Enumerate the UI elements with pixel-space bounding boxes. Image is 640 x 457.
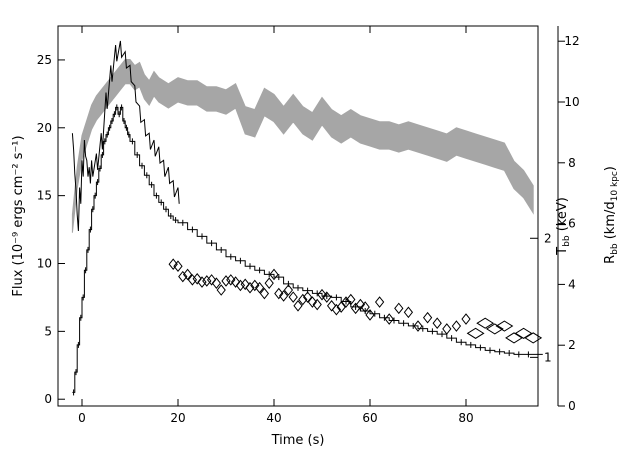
temperature-diamond <box>524 332 543 344</box>
temperature-diamond <box>245 281 255 294</box>
temperature-diamond <box>274 287 284 300</box>
temperature-axis: 12 <box>530 231 552 364</box>
radius-series <box>71 58 534 233</box>
radius-label-mid: (km/d <box>603 201 618 243</box>
temperature-diamond <box>451 320 462 332</box>
temperature-diamond <box>221 275 231 287</box>
temperature-diamond <box>317 288 327 301</box>
time-tick-label: 40 <box>266 411 281 425</box>
temperature-diamond <box>336 301 346 313</box>
temperature-diamond <box>307 296 318 308</box>
temperature-label-tail: (keV) <box>555 197 570 235</box>
temperature-diamond <box>254 281 265 294</box>
temperature-diamond <box>442 323 452 335</box>
temperature-diamond <box>341 296 351 308</box>
temperature-diamond <box>259 287 270 300</box>
temperature-label-main: T <box>555 247 570 256</box>
temperature-diamond <box>476 317 495 329</box>
temperature-diamond <box>331 303 342 316</box>
temperature-diamond <box>485 323 504 335</box>
temperature-diamond <box>173 260 183 272</box>
temperature-diamond <box>355 298 366 311</box>
flux-histogram-line <box>72 106 543 393</box>
temperature-diamond <box>226 274 236 286</box>
radius-label-tail: ) <box>603 166 618 171</box>
temperature-diamond <box>394 302 404 315</box>
temperature-diamond <box>278 290 289 302</box>
temperature-diamond <box>269 268 279 281</box>
radius-tick-label: 0 <box>568 399 576 413</box>
flux-tick-label: 0 <box>44 392 52 406</box>
temperature-diamond <box>346 293 356 306</box>
temperature-diamond <box>360 301 370 313</box>
radius-label-sub2: 10 kpc <box>610 171 620 201</box>
temperature-series <box>168 258 543 344</box>
temperature-diamond <box>312 298 322 311</box>
radius-tick-label: 2 <box>568 338 576 352</box>
y-axis-label-temperature: Tbb (keV) <box>555 197 572 256</box>
plot-frame <box>57 25 539 407</box>
time-tick-label: 20 <box>170 411 185 425</box>
temperature-diamond <box>365 309 375 321</box>
temperature-label-sub: bb <box>562 235 572 247</box>
temperature-diamond <box>187 274 198 286</box>
radius-label-sub: bb <box>610 243 620 255</box>
temperature-diamond <box>374 296 385 308</box>
radius-axis: 0 2 4 6 8 10 12 <box>558 34 580 413</box>
temperature-diamond <box>514 327 533 339</box>
temperature-diamond <box>264 277 274 289</box>
temperature-tick-label: 2 <box>544 231 552 245</box>
temperature-diamond <box>413 320 423 332</box>
temperature-diamond <box>322 291 332 303</box>
temperature-diamond <box>293 300 303 312</box>
temperature-diamond <box>432 317 442 329</box>
temperature-diamond <box>495 320 514 332</box>
flux-noisy-series <box>71 40 180 231</box>
radius-label-main: R <box>603 255 618 264</box>
temperature-diamond <box>168 258 178 270</box>
time-tick-label: 80 <box>458 411 473 425</box>
flux-axis: 0 5 10 15 20 25 <box>37 53 65 406</box>
temperature-diamond <box>466 327 485 339</box>
temperature-diamond <box>505 332 523 344</box>
temperature-diamond <box>288 291 298 303</box>
x-axis-label: Time (s) <box>271 433 325 448</box>
y-axis-label-flux: Flux (10⁻⁹ ergs cm⁻² s⁻¹) <box>11 135 26 296</box>
temperature-diamond <box>326 300 337 312</box>
radius-band <box>71 58 534 233</box>
flux-tick-label: 15 <box>37 189 52 203</box>
temperature-diamond <box>216 284 226 296</box>
temperature-diamond <box>461 313 471 325</box>
temperature-diamond <box>178 270 188 283</box>
temperature-diamond <box>298 293 308 306</box>
temperature-diamond <box>302 291 313 303</box>
temperature-tick-label: 1 <box>544 350 552 364</box>
temperature-diamond <box>211 277 222 289</box>
flux-tick-label: 20 <box>37 121 52 135</box>
flux-tick-label: 10 <box>37 257 52 271</box>
temperature-diamond <box>182 268 193 281</box>
temperature-diamond <box>250 279 260 292</box>
temperature-diamond <box>235 279 246 292</box>
radius-tick-label: 8 <box>568 156 576 170</box>
time-tick-label: 60 <box>362 411 377 425</box>
radius-tick-label: 12 <box>564 34 579 48</box>
temperature-diamond <box>422 311 433 324</box>
temperature-diamond <box>403 306 414 319</box>
radius-tick-label: 10 <box>564 95 579 109</box>
radius-tick-label: 6 <box>568 217 576 231</box>
temperature-diamond <box>283 284 294 296</box>
flux-histogram-series <box>72 104 543 396</box>
y-axis-label-radius: Rbb (km/d10 kpc) <box>603 166 620 264</box>
flux-tick-label: 25 <box>37 53 52 67</box>
flux-tick-label: 5 <box>44 324 52 338</box>
time-axis: 0 20 40 60 80 <box>78 26 474 425</box>
radius-tick-label: 4 <box>568 277 576 291</box>
temperature-diamond <box>202 275 212 287</box>
time-tick-label: 0 <box>78 411 86 425</box>
temperature-diamond <box>197 276 207 288</box>
flux-noisy-line <box>71 40 180 231</box>
temperature-diamond <box>384 313 394 325</box>
